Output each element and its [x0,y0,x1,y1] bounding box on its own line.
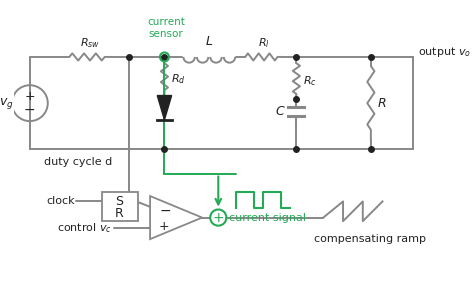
Text: control $v_c$: control $v_c$ [57,221,112,235]
Text: $v_g$: $v_g$ [0,96,14,111]
Text: $R_{sw}$: $R_{sw}$ [80,36,100,50]
Text: R: R [115,207,124,220]
Text: $R_c$: $R_c$ [303,74,317,88]
Text: duty cycle d: duty cycle d [44,157,112,167]
Bar [101,192,137,221]
Polygon shape [150,196,202,239]
Text: clock: clock [46,197,75,206]
Text: −: − [24,103,36,117]
Text: C: C [275,105,284,118]
Text: current signal: current signal [229,213,306,223]
Text: $R_l$: $R_l$ [258,36,270,50]
Text: −: − [159,203,171,217]
Text: output $v_o$: output $v_o$ [418,45,471,59]
Text: $R_d$: $R_d$ [171,73,185,86]
Text: +: + [212,210,224,225]
Polygon shape [157,96,172,120]
Text: L: L [206,35,213,48]
Text: +: + [25,90,35,103]
Text: R: R [378,97,387,110]
Text: +: + [159,220,170,233]
Text: S: S [116,195,124,208]
Text: current
sensor: current sensor [147,17,185,39]
Text: compensating ramp: compensating ramp [314,234,427,244]
